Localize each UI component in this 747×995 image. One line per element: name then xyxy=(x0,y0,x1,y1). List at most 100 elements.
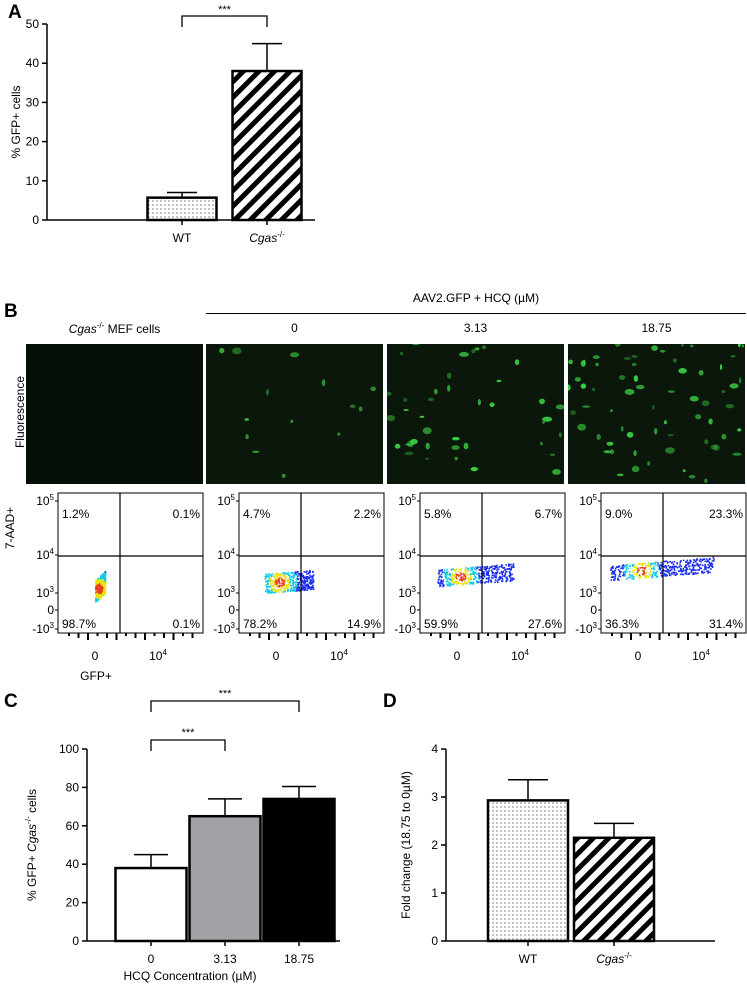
flow-event xyxy=(698,569,700,571)
flow-event xyxy=(490,576,493,579)
flow-event xyxy=(647,565,649,567)
significance-bracket xyxy=(181,15,268,27)
flow-event xyxy=(638,563,640,566)
flow-event xyxy=(98,590,101,592)
flow-x-rug xyxy=(296,633,299,640)
flow-event xyxy=(99,594,102,597)
flow-event xyxy=(277,573,280,575)
flow-event xyxy=(665,573,668,576)
flow-event xyxy=(292,581,294,584)
flow-event xyxy=(267,589,269,591)
flow-event xyxy=(296,582,299,585)
flow-event xyxy=(673,560,676,563)
flow-event xyxy=(469,567,472,569)
flow-event xyxy=(502,567,505,569)
gfp-cell xyxy=(477,399,481,406)
flow-event xyxy=(628,565,631,567)
gfp-cell xyxy=(619,375,626,380)
flow-event xyxy=(684,572,686,575)
flow-event xyxy=(617,577,619,580)
y-tick-label: 0 xyxy=(72,934,79,948)
flow-event xyxy=(308,577,310,580)
flow-event xyxy=(494,575,497,577)
flow-event xyxy=(452,583,454,585)
flow-event xyxy=(613,573,615,575)
flow-event xyxy=(491,565,493,568)
flow-event xyxy=(96,586,98,588)
panel-label-c: C xyxy=(4,691,18,712)
flow-event xyxy=(289,581,291,583)
flow-event xyxy=(668,570,670,573)
flow-event xyxy=(643,568,646,570)
flow-event xyxy=(97,580,100,582)
flow-event xyxy=(292,571,294,574)
flow-x-rug xyxy=(268,633,270,640)
flow-event xyxy=(274,580,276,582)
flow-event xyxy=(292,584,294,587)
flow-event xyxy=(287,573,289,575)
flow-event xyxy=(445,571,448,574)
flow-x-rug xyxy=(325,633,327,640)
flow-event xyxy=(441,571,444,573)
x-tick-label: WT xyxy=(519,952,538,966)
flow-event xyxy=(669,560,671,563)
flow-event xyxy=(672,566,674,569)
gfp-cell xyxy=(252,450,260,453)
flow-event xyxy=(706,570,708,572)
flow-event xyxy=(289,576,292,578)
quadrant-bottom-right-value: 27.6% xyxy=(528,617,562,631)
flow-event xyxy=(509,574,512,577)
flow-event xyxy=(651,576,653,579)
flow-event xyxy=(673,569,676,571)
flow-event xyxy=(104,580,107,583)
flow-event xyxy=(279,574,281,577)
flow-event xyxy=(674,565,677,568)
flow-event xyxy=(464,569,466,571)
flow-event xyxy=(710,563,713,566)
flow-event xyxy=(628,571,631,573)
flow-event xyxy=(104,587,107,590)
gfp-cell xyxy=(695,414,702,420)
flow-event xyxy=(694,561,697,563)
flow-event xyxy=(632,572,635,574)
flow-event xyxy=(96,588,98,590)
flow-event xyxy=(284,587,287,589)
flow-event xyxy=(470,573,473,575)
fluorescence-cells xyxy=(568,344,744,483)
flow-y-tick-label: 103 xyxy=(36,585,54,600)
flow-event xyxy=(445,575,448,577)
flow-event xyxy=(513,566,515,569)
flow-event xyxy=(304,589,307,591)
flow-event xyxy=(695,564,697,567)
flow-event xyxy=(675,565,678,568)
y-tick-label: 60 xyxy=(66,819,80,833)
flow-event xyxy=(707,566,709,569)
flow-event xyxy=(623,565,625,567)
flow-event xyxy=(622,574,624,577)
flow-event xyxy=(304,587,307,590)
flow-event xyxy=(479,580,482,582)
flow-event xyxy=(447,577,449,579)
gfp-cell xyxy=(471,349,476,354)
flow-event xyxy=(450,583,452,586)
flow-event xyxy=(98,597,100,600)
gfp-cell xyxy=(631,354,638,359)
flow-event xyxy=(698,560,701,562)
flow-event xyxy=(312,581,314,583)
flow-event xyxy=(659,564,662,566)
flow-x-rug xyxy=(258,633,261,638)
flow-plot-frame xyxy=(57,492,204,634)
condition-header: AAV2.GFP + HCQ (µM) xyxy=(412,291,540,305)
flow-event xyxy=(277,589,279,591)
flow-event xyxy=(98,592,100,595)
flow-event xyxy=(439,575,441,577)
flow-event xyxy=(452,578,454,580)
flow-event xyxy=(507,568,510,570)
flow-event xyxy=(265,581,267,583)
gfp-cell xyxy=(701,400,710,407)
flow-event xyxy=(495,575,497,577)
flow-event xyxy=(485,572,488,575)
flow-event xyxy=(626,564,629,566)
flow-event xyxy=(446,584,449,587)
flow-event xyxy=(654,564,657,566)
